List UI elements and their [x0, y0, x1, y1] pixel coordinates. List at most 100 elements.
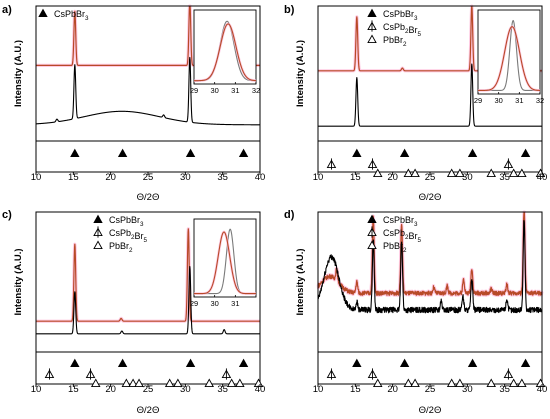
reference-marker-crossed-triangle-0: [44, 368, 55, 380]
x-axis-label: Θ/2Θ: [137, 405, 160, 416]
reference-marker-filled-triangle-2-shape: [467, 148, 478, 157]
reference-marker-open-triangle-8-shape: [535, 168, 546, 178]
panel-label-d: d): [284, 209, 295, 221]
legend-marker-2-shape: [367, 240, 377, 250]
reference-marker-filled-triangle-0-shape: [352, 358, 362, 367]
reference-marker-filled-triangle-0: [70, 148, 80, 157]
reference-marker-filled-triangle-0: [70, 358, 80, 367]
reference-marker-filled-triangle-2: [185, 148, 196, 157]
reference-marker-filled-triangle-3: [238, 148, 249, 157]
x-tick-label-30: 30: [462, 172, 473, 183]
reference-marker-open-triangle-5: [173, 378, 183, 388]
x-axis-label: Θ/2Θ: [137, 192, 160, 203]
legend-marker-2: [93, 240, 103, 250]
x-tick-label-30: 30: [180, 172, 191, 183]
inset-tick-label-30: 30: [494, 96, 502, 105]
reference-marker-open-triangle-8-shape: [235, 378, 245, 388]
inset-tick-label-29: 29: [474, 96, 482, 105]
series-lower-line: [317, 220, 543, 314]
reference-marker-open-triangle-7-shape: [517, 168, 527, 178]
y-axis-label: Intensity (A.U.): [13, 248, 24, 315]
traces: [316, 210, 544, 314]
reference-marker-crossed-triangle-1: [367, 368, 378, 380]
reference-marker-open-triangle-6: [508, 378, 519, 388]
reference-marker-filled-triangle-2-shape: [185, 148, 196, 157]
inset-tick-label-30: 30: [210, 299, 218, 308]
x-tick-label-10: 10: [31, 172, 42, 183]
inset-frame: [193, 218, 257, 298]
legend-marker-2: [367, 240, 377, 250]
y-axis-label: Intensity (A.U.): [295, 40, 306, 107]
reference-marker-open-triangle-3: [134, 378, 144, 388]
series-upper-line: [35, 228, 261, 322]
legend-marker-0-shape: [93, 214, 103, 223]
series-lower-line: [35, 266, 261, 335]
series-upper-halo: [316, 210, 544, 297]
x-tick-label-20: 20: [387, 384, 398, 395]
reference-marker-filled-triangle-1-shape: [399, 148, 410, 157]
panel-a: Intensity (A.U.) 10 15 20 25 30 35 40 Θ/2Θ CsPbBr…: [13, 4, 265, 203]
reference-marker-filled-triangle-0-shape: [352, 148, 362, 157]
x-tick-label-10: 10: [313, 384, 324, 395]
reference-marker-open-triangle-5-shape: [486, 168, 496, 178]
reference-marker-filled-triangle-3-shape: [238, 358, 249, 367]
reference-marker-filled-triangle-3: [238, 358, 249, 367]
legend-marker-0: [38, 8, 48, 17]
inset-tick-label-31: 31: [231, 299, 239, 308]
reference-marker-crossed-triangle-0: [326, 158, 337, 170]
reference-marker-open-triangle-8-shape: [535, 378, 546, 388]
reference-marker-open-triangle-9: [253, 378, 264, 388]
reference-marker-filled-triangle-1-shape: [399, 358, 410, 367]
x-tick-label-20: 20: [105, 172, 116, 183]
reference-marker-open-triangle-3-shape: [134, 378, 144, 388]
reference-marker-filled-triangle-1-shape: [117, 148, 128, 157]
inset-tick-label-31: 31: [515, 96, 523, 105]
x-tick-label-25: 25: [425, 172, 436, 183]
reference-marker-open-triangle-3: [446, 168, 457, 178]
reference-marker-open-triangle-6: [204, 378, 214, 388]
legend-marker-0: [367, 8, 377, 17]
inset-tick-label-32: 32: [536, 96, 544, 105]
reference-marker-filled-triangle-3-shape: [238, 148, 249, 157]
reference-marker-open-triangle-8: [535, 168, 546, 178]
reference-marker-filled-triangle-2: [185, 358, 196, 367]
series-upper-line: [317, 211, 543, 296]
reference-marker-open-triangle-8: [535, 378, 546, 388]
x-tick-label-20: 20: [105, 384, 116, 395]
legend-label-1: CsPb2Br5: [383, 228, 422, 244]
reference-marker-open-triangle-4: [164, 378, 175, 388]
reference-marker-filled-triangle-0-shape: [70, 148, 80, 157]
reference-marker-open-triangle-4-shape: [455, 378, 465, 388]
reference-marker-filled-triangle-1: [399, 358, 410, 367]
reference-marker-open-triangle-1-shape: [121, 378, 132, 388]
reference-marker-open-triangle-0-shape: [372, 378, 383, 388]
x-tick-label-30: 30: [462, 384, 473, 395]
reference-marker-open-triangle-6-shape: [204, 378, 214, 388]
legend-marker-0-shape: [38, 8, 48, 17]
reference-marker-filled-triangle-1: [399, 148, 410, 157]
x-tick-label-35: 35: [499, 172, 510, 183]
reference-marker-filled-triangle-3: [520, 358, 531, 367]
reference-marker-crossed-triangle-2: [503, 158, 514, 170]
legend-marker-2: [367, 34, 377, 44]
reference-marker-open-triangle-1-shape: [403, 378, 414, 388]
legend-marker-0-shape: [367, 214, 377, 223]
reference-marker-open-triangle-4: [455, 168, 465, 178]
reference-marker-filled-triangle-3: [520, 148, 531, 157]
reference-marker-filled-triangle-1: [117, 358, 128, 367]
x-tick-label-40: 40: [537, 172, 548, 183]
inset: 29 30 31 32: [474, 9, 544, 105]
inset-tick-label-32: 32: [252, 86, 260, 95]
x-tick-label-35: 35: [499, 384, 510, 395]
reference-marker-open-triangle-4-shape: [164, 378, 175, 388]
reference-marker-open-triangle-7-shape: [517, 378, 527, 388]
legend-marker-2-shape: [93, 240, 103, 250]
reference-marker-open-triangle-0: [372, 378, 383, 388]
reference-marker-open-triangle-0-shape: [90, 378, 101, 388]
panel-d: Intensity (A.U.) 10 15 20 25 30 35 40 Θ/2Θ CsPbBr…: [295, 210, 547, 416]
inset-tick-label-29: 29: [190, 299, 198, 308]
reference-marker-open-triangle-6: [508, 168, 519, 178]
reference-marker-crossed-triangle-1: [367, 158, 378, 170]
panel-c: Intensity (A.U.) 10 15 20 25 30 35 40 Θ/2Θ CsPbBr…: [13, 211, 265, 416]
